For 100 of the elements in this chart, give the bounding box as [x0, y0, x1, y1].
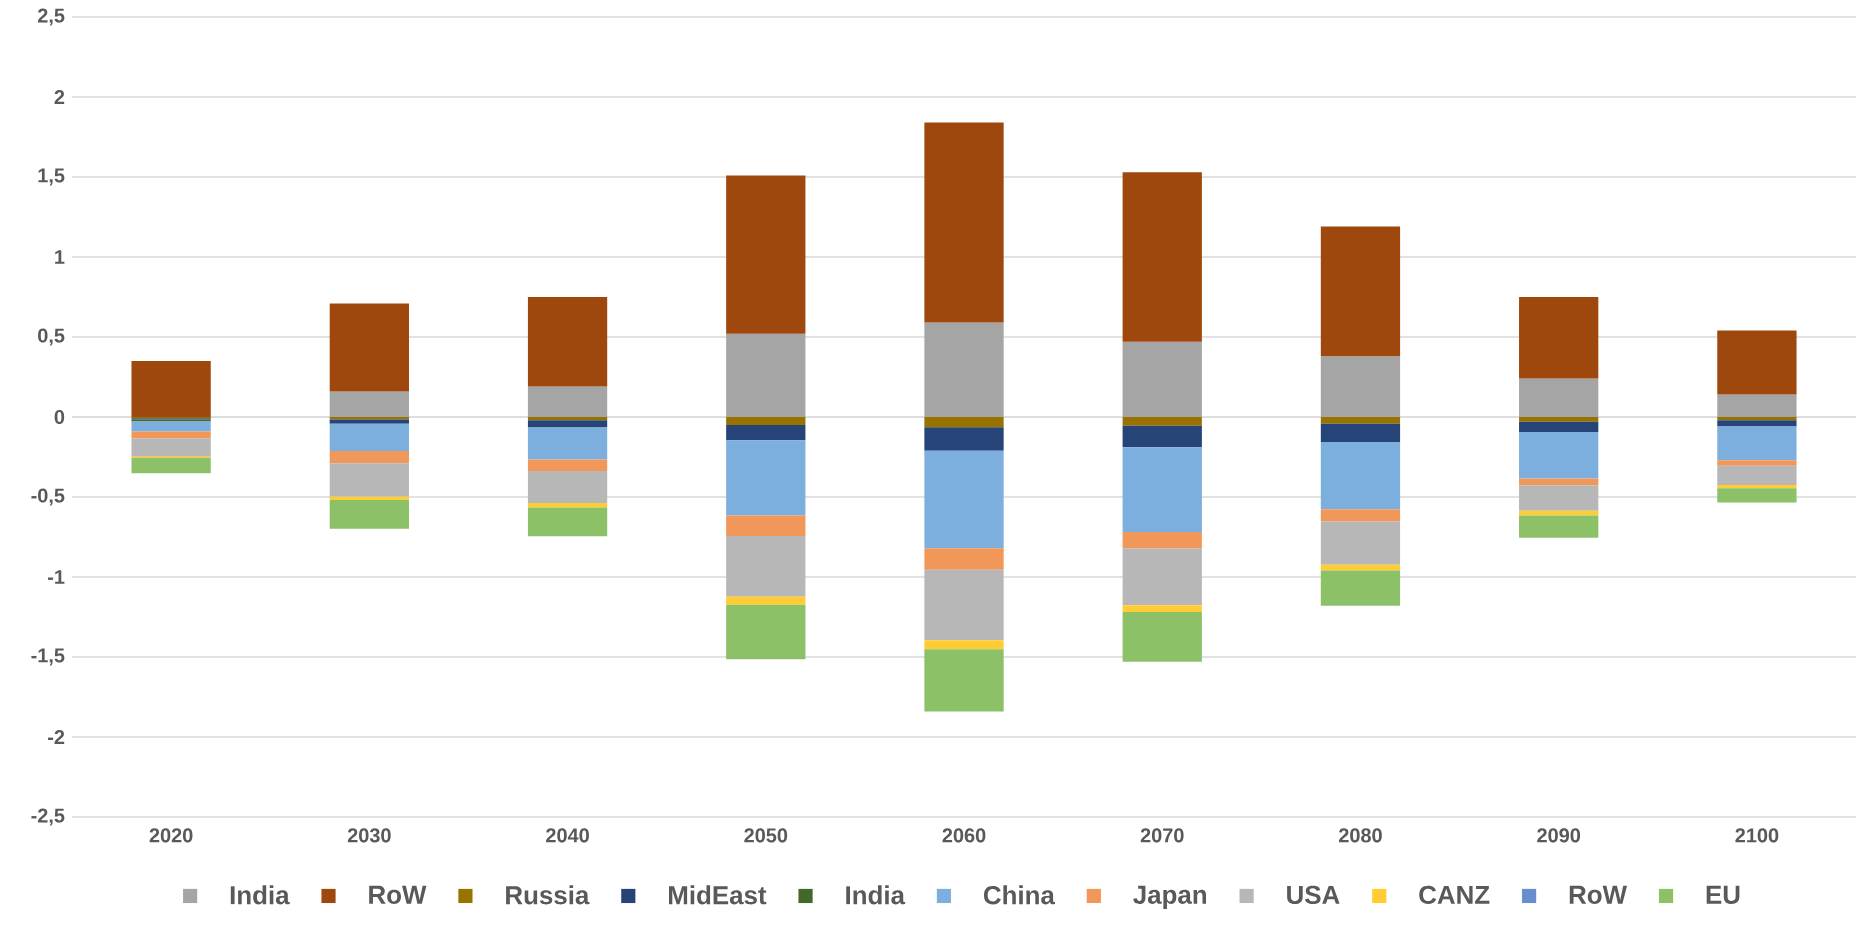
legend-label: RoW [1569, 885, 1628, 904]
legend-label: RoW [369, 885, 427, 904]
bar [329, 419, 409, 424]
bar [1717, 330, 1797, 395]
y-tick-label: -1 [48, 570, 65, 584]
y-tick-label: 2 [54, 90, 65, 104]
bar [329, 303, 409, 392]
bar [1519, 432, 1599, 479]
x-tick-label: 2060 [942, 828, 986, 843]
bar [726, 515, 806, 537]
bar [1717, 417, 1797, 421]
y-tick-label: -2,5 [31, 808, 65, 826]
bar [1320, 417, 1401, 424]
bar [726, 604, 806, 660]
bar [924, 640, 1004, 650]
bar [527, 507, 608, 537]
bar [131, 438, 211, 457]
x-tick-label: 2020 [149, 828, 193, 843]
bar [1717, 485, 1797, 489]
bar [131, 361, 211, 417]
bar [527, 417, 608, 421]
bar [1320, 226, 1401, 357]
bar [726, 175, 806, 334]
bar [1320, 570, 1401, 606]
bar [1717, 394, 1797, 417]
y-tick-label: 2,5 [37, 8, 65, 26]
bar [527, 503, 608, 508]
bar [1122, 172, 1202, 342]
bar [726, 440, 806, 516]
bar [924, 548, 1004, 570]
bar [1519, 297, 1599, 379]
bar [329, 500, 409, 529]
bar [1519, 378, 1599, 417]
bar [131, 421, 211, 432]
x-tick-label: 2090 [1537, 828, 1581, 843]
x-tick-label: 2100 [1735, 828, 1779, 843]
x-tick-label: 2050 [744, 828, 788, 843]
bar [924, 322, 1004, 417]
bar [1320, 509, 1401, 522]
bar [924, 649, 1004, 712]
legend-label: MidEast [668, 885, 767, 905]
bar [1519, 485, 1599, 511]
y-tick-label: -0,5 [31, 488, 65, 506]
bar [527, 386, 608, 417]
y-tick-label: -2 [48, 730, 65, 744]
legend-label: Russia [506, 885, 590, 905]
bar [1122, 605, 1202, 613]
bar [1717, 465, 1797, 485]
y-tick-label: 1 [55, 250, 65, 264]
bar [1519, 417, 1599, 422]
legend-label: CANZ [1419, 885, 1490, 905]
bar [329, 423, 409, 451]
bar [1717, 420, 1797, 427]
bar [1122, 532, 1202, 549]
y-tick-label: 0,5 [38, 328, 65, 346]
bar [1122, 447, 1202, 533]
bar [1122, 612, 1202, 662]
x-tick-label: 2080 [1338, 828, 1382, 843]
bar [1122, 417, 1202, 426]
bar [1519, 421, 1599, 433]
bar [131, 457, 211, 474]
legend-label: USA [1287, 885, 1340, 905]
y-tick-label: 0 [54, 409, 65, 425]
legend-label: China [983, 885, 1056, 905]
bar [726, 596, 806, 605]
bar [924, 122, 1004, 323]
bar [924, 569, 1004, 641]
bar [1122, 341, 1202, 417]
bar [527, 459, 608, 472]
bar [1320, 356, 1401, 417]
bar [527, 471, 608, 504]
bar [726, 425, 806, 441]
bar [329, 463, 409, 497]
bar [1122, 548, 1202, 606]
legend-label: Japan [1133, 885, 1207, 910]
bar [329, 417, 409, 420]
bar [1320, 564, 1401, 571]
bar [329, 391, 409, 417]
bar [924, 427, 1004, 451]
y-tick-label: 1,5 [38, 168, 65, 186]
bar [1320, 521, 1401, 565]
y-tick-label: -1,5 [31, 648, 65, 666]
bar [527, 427, 608, 460]
bar [1320, 441, 1401, 510]
bar [1519, 478, 1599, 486]
x-tick-label: 2030 [347, 828, 391, 843]
bar [726, 417, 806, 425]
legend-label: India [846, 885, 906, 905]
bar [924, 450, 1004, 549]
bar [1519, 515, 1599, 538]
bar [1717, 460, 1797, 466]
bar [1717, 426, 1797, 461]
bar [1320, 423, 1401, 442]
bar [527, 420, 608, 428]
bar [329, 496, 409, 501]
bar [924, 417, 1004, 428]
bar [527, 297, 608, 387]
bar [726, 536, 806, 597]
bar [726, 333, 806, 417]
bar [1717, 488, 1797, 503]
